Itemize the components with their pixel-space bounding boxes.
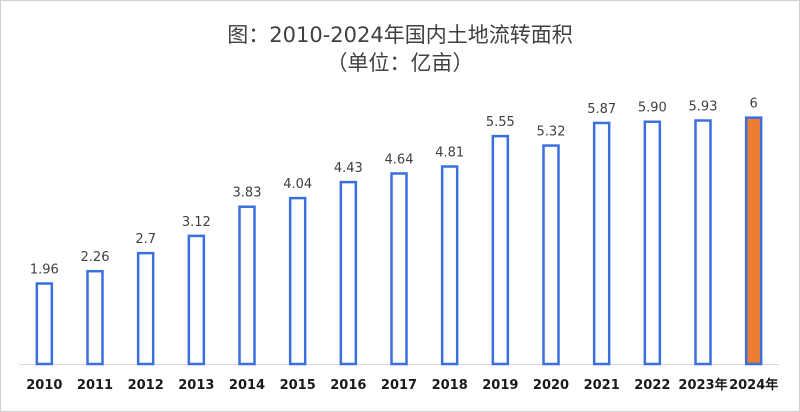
x-tick-label: 2019 — [482, 378, 518, 393]
data-label: 4.64 — [385, 152, 414, 167]
data-label: 5.32 — [537, 125, 566, 140]
x-tick-label: 2022 — [634, 378, 670, 393]
data-label: 5.93 — [689, 100, 718, 115]
bar — [592, 121, 611, 366]
data-label: 3.83 — [233, 186, 262, 201]
bar — [694, 119, 712, 366]
data-label: 4.81 — [435, 145, 464, 160]
x-tick-label: 2023年 — [678, 377, 727, 393]
data-label: 5.90 — [638, 101, 667, 116]
data-label: 3.12 — [182, 215, 211, 230]
bar — [136, 251, 155, 366]
bar — [86, 269, 104, 366]
bar — [643, 120, 662, 366]
x-tick-label: 2010 — [26, 378, 62, 393]
data-label: 5.55 — [486, 115, 515, 130]
data-label: 2.26 — [81, 250, 110, 265]
chart-subtitle: （单位：亿亩） — [326, 51, 474, 75]
bar — [390, 172, 408, 366]
x-tick-label: 2016 — [330, 378, 366, 393]
x-tick-label: 2015 — [280, 378, 316, 393]
data-label: 1.96 — [30, 263, 59, 278]
data-label: 6 — [750, 97, 758, 112]
x-tick-label: 2024年 — [729, 377, 778, 393]
bar — [35, 282, 54, 366]
bar — [238, 205, 256, 366]
x-tick-label: 2018 — [432, 378, 468, 393]
bar — [187, 234, 206, 366]
x-tick-label: 2014 — [229, 378, 265, 393]
x-tick-label: 2013 — [178, 378, 214, 393]
x-tick-label: 2017 — [381, 378, 417, 393]
chart-title: 图：2010-2024年国内土地流转面积 — [227, 23, 573, 47]
data-label: 4.43 — [334, 161, 363, 176]
x-tick-label: 2011 — [77, 378, 113, 393]
data-label: 4.04 — [283, 177, 312, 192]
bar — [288, 196, 307, 366]
data-label: 2.7 — [135, 232, 156, 247]
bar — [339, 180, 358, 366]
x-tick-label: 2020 — [533, 378, 569, 393]
x-tick-label: 2012 — [128, 378, 164, 393]
data-label: 5.87 — [587, 102, 616, 117]
bar — [491, 134, 510, 366]
x-tick-label: 2021 — [584, 378, 620, 393]
bar — [542, 144, 560, 366]
bar — [744, 116, 763, 366]
bar — [440, 165, 459, 366]
